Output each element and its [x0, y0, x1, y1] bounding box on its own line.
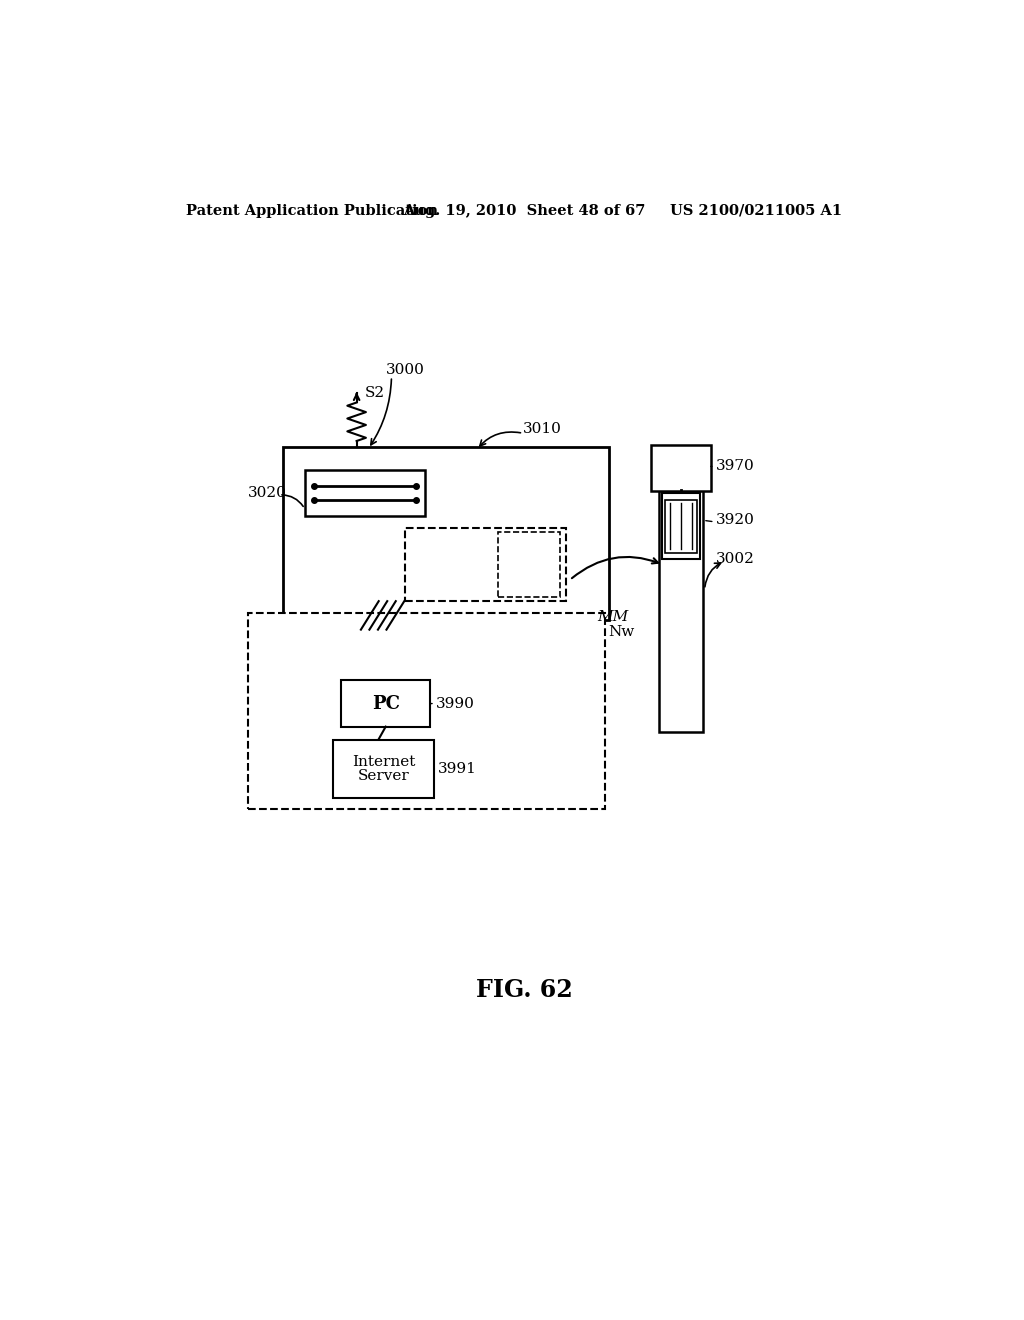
- Text: 3020: 3020: [248, 486, 287, 500]
- Bar: [341, 681, 430, 726]
- Bar: [283, 447, 608, 620]
- Text: Internet: Internet: [352, 755, 416, 770]
- Text: 3991: 3991: [438, 762, 477, 776]
- Text: Server: Server: [357, 770, 410, 783]
- Text: FIG. 62: FIG. 62: [476, 978, 573, 1002]
- Bar: [499, 532, 560, 598]
- Text: 3920: 3920: [716, 513, 755, 527]
- Text: Aug. 19, 2010  Sheet 48 of 67: Aug. 19, 2010 Sheet 48 of 67: [403, 203, 645, 218]
- Bar: [665, 499, 697, 553]
- Text: 3002: 3002: [716, 552, 755, 566]
- Bar: [305, 470, 425, 516]
- Text: 3970: 3970: [716, 459, 755, 474]
- Text: PC: PC: [372, 694, 399, 713]
- Bar: [248, 612, 604, 809]
- Bar: [406, 528, 566, 601]
- Text: 3990: 3990: [435, 697, 474, 710]
- Text: MM: MM: [597, 610, 628, 623]
- Text: S2: S2: [365, 387, 384, 400]
- Bar: [658, 490, 703, 733]
- Text: 3010: 3010: [523, 422, 562, 437]
- Bar: [334, 739, 434, 797]
- Text: 3000: 3000: [386, 363, 425, 378]
- Text: US 2100/0211005 A1: US 2100/0211005 A1: [671, 203, 843, 218]
- Text: Nw: Nw: [608, 624, 635, 639]
- Bar: [651, 445, 711, 491]
- Text: Patent Application Publication: Patent Application Publication: [186, 203, 438, 218]
- Bar: [662, 494, 700, 558]
